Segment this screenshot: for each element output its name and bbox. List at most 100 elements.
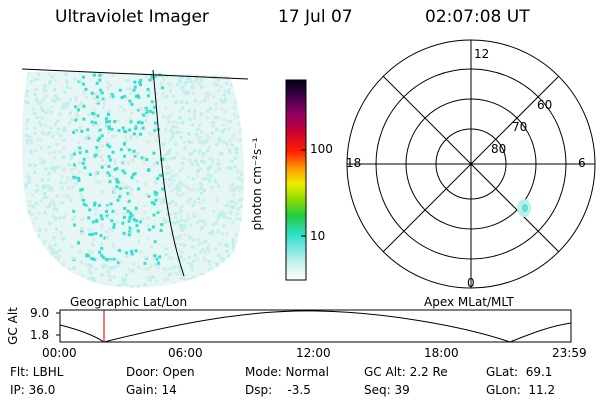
aurora-pixel (137, 265, 141, 269)
aurora-pixel (199, 187, 203, 191)
aurora-pixel (162, 220, 166, 224)
aurora-pixel (47, 72, 51, 76)
aurora-pixel (106, 140, 110, 144)
aurora-pixel (42, 86, 46, 90)
aurora-pixel (53, 204, 57, 207)
aurora-pixel (192, 113, 196, 117)
aurora-pixel (96, 101, 100, 105)
aurora-pixel (65, 78, 69, 82)
aurora-pixel (198, 123, 202, 127)
aurora-pixel (152, 151, 156, 155)
aurora-pixel (39, 146, 43, 150)
aurora-pixel (127, 199, 131, 203)
aurora-pixel (67, 187, 71, 190)
aurora-pixel (84, 135, 88, 139)
aurora-pixel (141, 126, 145, 130)
mlt-label-12: 12 (474, 47, 490, 61)
aurora-pixel (97, 129, 101, 133)
aurora-pixel (26, 101, 30, 105)
aurora-pixel (83, 282, 87, 286)
aurora-pixel (184, 92, 188, 95)
aurora-pixel (123, 134, 127, 138)
aurora-pixel (29, 282, 33, 286)
aurora-pixel (82, 104, 86, 108)
aurora-pixel (107, 130, 111, 134)
aurora-pixel (197, 283, 201, 287)
aurora-pixel (45, 282, 49, 286)
aurora-pixel (228, 138, 232, 142)
lat-label-60: 60 (537, 98, 553, 112)
aurora-pixel (51, 272, 55, 275)
aurora-pixel (108, 173, 111, 177)
aurora-pixel (84, 87, 88, 91)
aurora-pixel (237, 93, 241, 97)
aurora-pixel (93, 208, 97, 212)
aurora-pixel (225, 203, 229, 207)
aurora-pixel (125, 79, 129, 83)
aurora-pixel (88, 249, 91, 253)
aurora-pixel (197, 81, 201, 85)
aurora-pixel (212, 209, 216, 213)
aurora-pixel (143, 203, 147, 207)
aurora-pixel (234, 85, 238, 89)
aurora-pixel (68, 111, 72, 115)
aurora-pixel (188, 118, 192, 121)
aurora-pixel (32, 221, 36, 225)
aurora-pixel (25, 133, 29, 137)
aurora-pixel (182, 233, 186, 237)
aurora-pixel (38, 120, 41, 124)
aurora-pixel (79, 193, 83, 197)
aurora-pixel (234, 268, 238, 272)
aurora-pixel (49, 258, 53, 262)
aurora-pixel (156, 210, 160, 214)
aurora-pixel (145, 140, 149, 144)
aurora-pixel (99, 242, 103, 246)
aurora-pixel (220, 130, 224, 134)
aurora-pixel (181, 106, 185, 110)
aurora-pixel (105, 174, 109, 178)
aurora-pixel (238, 122, 242, 126)
aurora-pixel (245, 115, 248, 118)
aurora-pixel (206, 276, 209, 279)
aurora-pixel (170, 125, 174, 129)
aurora-pixel (220, 73, 223, 77)
aurora-pixel (216, 230, 220, 234)
aurora-pixel (153, 105, 157, 109)
aurora-pixel (146, 268, 150, 272)
aurora-pixel (73, 223, 76, 227)
aurora-pixel (206, 168, 210, 172)
aurora-pixel (217, 89, 220, 93)
aurora-pixel (108, 95, 112, 99)
aurora-pixel (141, 287, 144, 288)
aurora-pixel (81, 161, 85, 165)
aurora-pixel (241, 242, 245, 246)
aurora-pixel (58, 263, 62, 267)
aurora-pixel (73, 256, 77, 260)
aurora-pixel (150, 132, 154, 136)
aurora-pixel (171, 131, 175, 135)
aurora-pixel (175, 192, 179, 196)
aurora-pixel (161, 86, 164, 90)
aurora-pixel (239, 279, 243, 283)
colorbar-unit-label: photon cm⁻²s⁻¹ (250, 137, 264, 231)
aurora-pixel (172, 187, 176, 190)
aurora-pixel (180, 100, 184, 104)
aurora-pixel (32, 241, 36, 244)
aurora-pixel (246, 274, 249, 277)
aurora-pixel (180, 86, 184, 90)
aurora-pixel (171, 200, 175, 204)
aurora-pixel (29, 151, 33, 155)
aurora-pixel (179, 215, 183, 218)
aurora-pixel (29, 149, 33, 153)
aurora-pixel (55, 255, 58, 259)
aurora-pixel (237, 114, 241, 118)
aurora-pixel (159, 86, 163, 90)
aurora-pixel (178, 269, 182, 273)
aurora-pixel (216, 277, 220, 280)
aurora-pixel (64, 72, 68, 76)
aurora-pixel (113, 168, 117, 171)
aurora-pixel (164, 106, 168, 110)
aurora-pixel (105, 237, 109, 241)
aurora-pixel (153, 254, 157, 258)
aurora-pixel (34, 149, 38, 153)
